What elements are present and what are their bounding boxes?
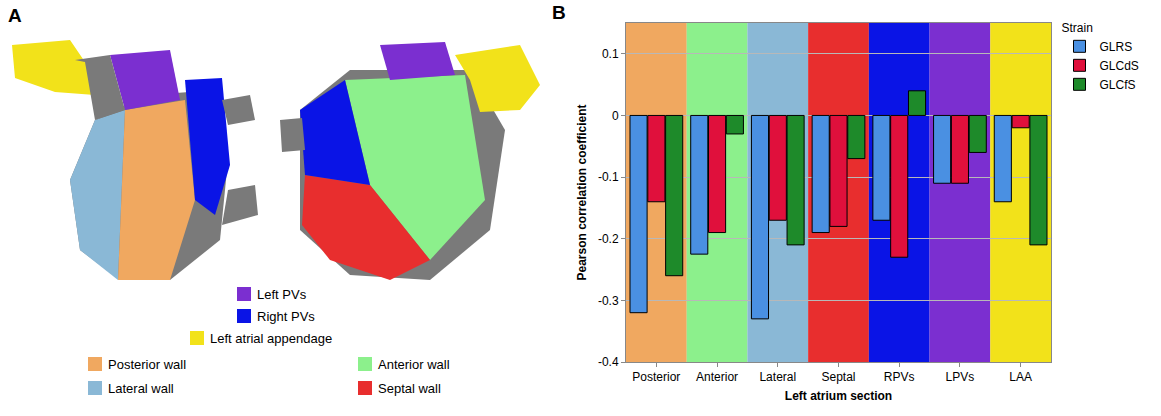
svg-text:A: A	[8, 5, 22, 26]
svg-text:Left atrial appendage: Left atrial appendage	[210, 331, 332, 346]
svg-text:Lateral wall: Lateral wall	[108, 381, 174, 396]
svg-text:Strain: Strain	[1062, 21, 1093, 35]
svg-text:Lateral: Lateral	[759, 370, 796, 384]
svg-text:Posterior: Posterior	[632, 370, 680, 384]
svg-text:GLCdS: GLCdS	[1100, 59, 1139, 73]
html-text:B: B	[552, 2, 566, 23]
svg-text:Left atrium section: Left atrium section	[785, 389, 892, 403]
svg-text:Septal: Septal	[821, 370, 855, 384]
svg-text:LAA: LAA	[1009, 370, 1032, 384]
svg-text:Right PVs: Right PVs	[257, 309, 315, 324]
svg-text:-0.2: -0.2	[598, 232, 619, 246]
svg-text:Posterior wall: Posterior wall	[108, 357, 186, 372]
svg-text:Anterior wall: Anterior wall	[378, 357, 450, 372]
svg-text:-0.1: -0.1	[598, 170, 619, 184]
svg-text:Anterior: Anterior	[696, 370, 738, 384]
svg-text:GLRS: GLRS	[1100, 40, 1133, 54]
svg-text:Left PVs: Left PVs	[257, 287, 307, 302]
svg-text:-0.3: -0.3	[598, 294, 619, 308]
svg-text:Septal wall: Septal wall	[378, 381, 441, 396]
svg-text:Pearson correlation coefficien: Pearson correlation coefficient	[575, 104, 589, 280]
svg-text:RPVs: RPVs	[884, 370, 915, 384]
svg-text:LPVs: LPVs	[946, 370, 975, 384]
svg-text:-0.4: -0.4	[598, 355, 619, 369]
svg-text:0.1: 0.1	[602, 47, 619, 61]
svg-text:GLCfS: GLCfS	[1100, 78, 1136, 92]
svg-text:0: 0	[612, 109, 619, 123]
